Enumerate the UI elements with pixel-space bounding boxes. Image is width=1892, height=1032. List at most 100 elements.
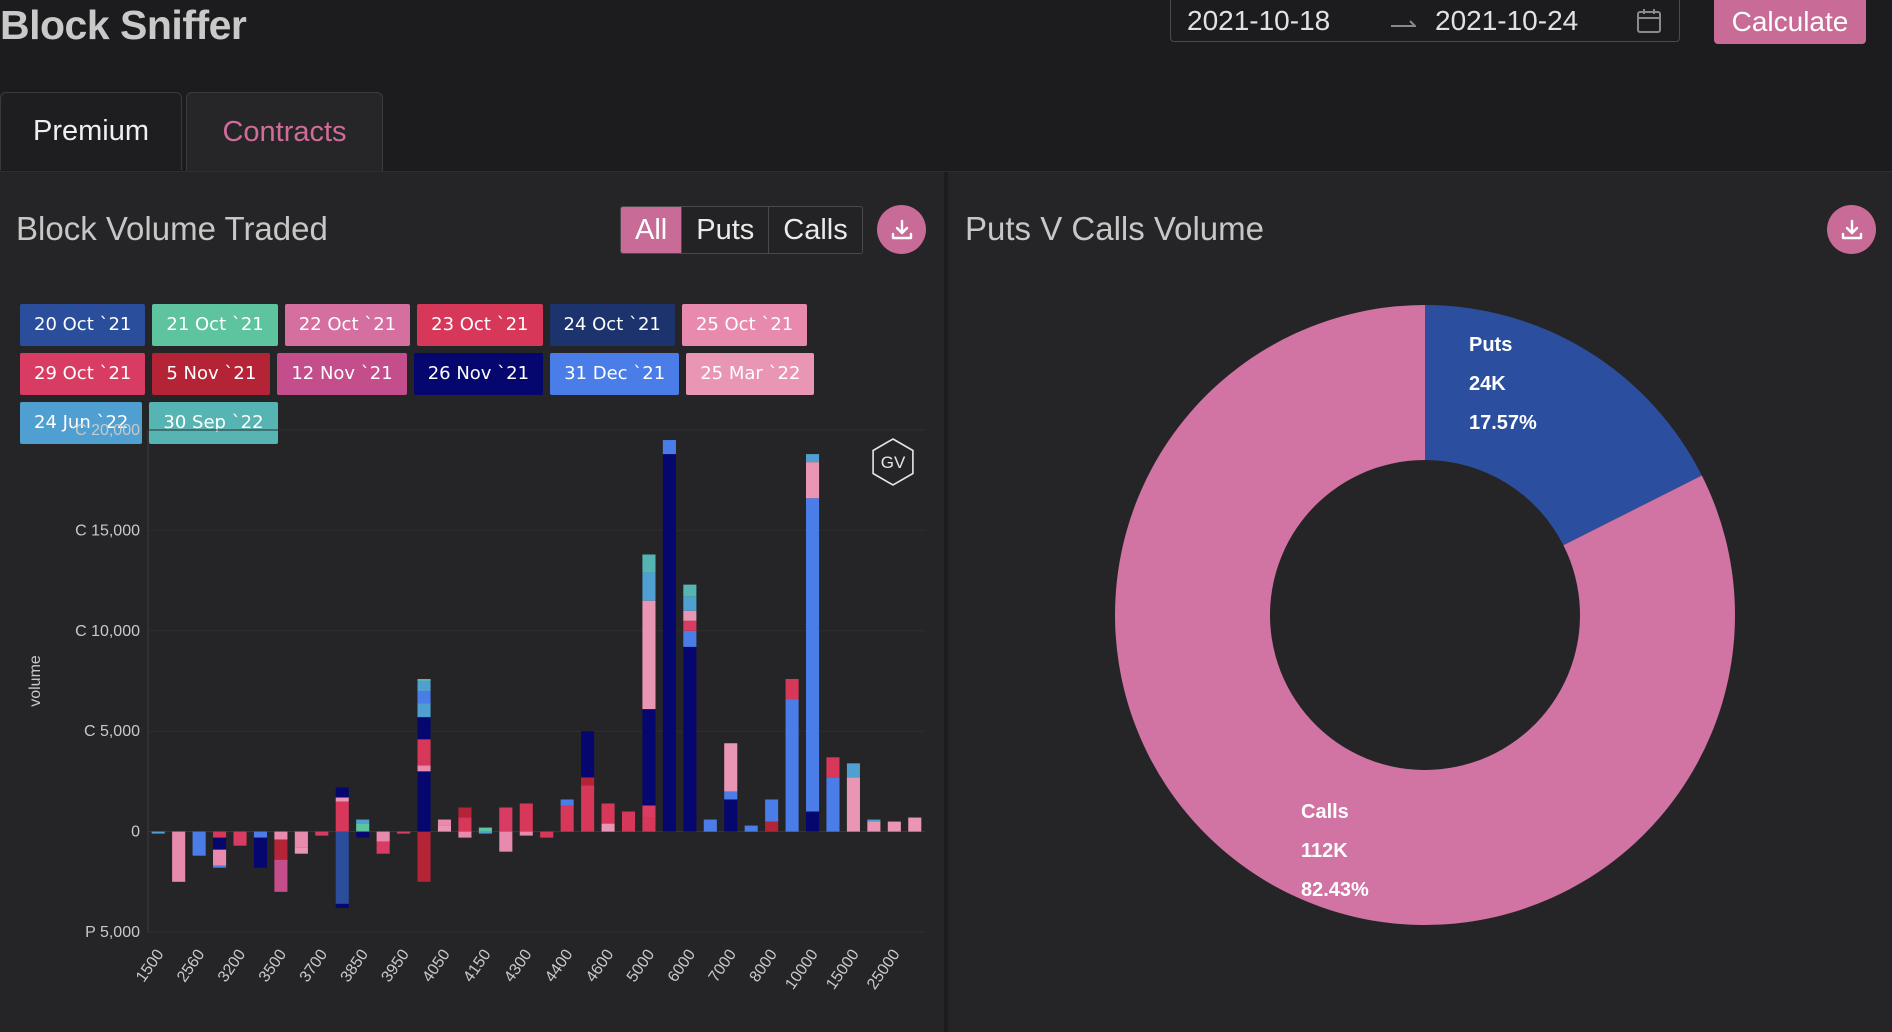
tab-premium[interactable]: Premium bbox=[0, 92, 182, 170]
bar-segment[interactable] bbox=[417, 717, 431, 740]
bar-segment[interactable] bbox=[417, 739, 431, 766]
bar-segment[interactable] bbox=[172, 831, 186, 882]
filter-puts-button[interactable]: Puts bbox=[681, 207, 769, 253]
bar-segment[interactable] bbox=[274, 839, 288, 860]
end-date-input[interactable] bbox=[1419, 4, 1635, 37]
donut-slice-calls[interactable] bbox=[1115, 305, 1735, 925]
bar-segment[interactable] bbox=[151, 831, 165, 834]
bar-segment[interactable] bbox=[417, 691, 431, 704]
legend-item[interactable]: 20 Oct `21 bbox=[20, 304, 146, 346]
bar-segment[interactable] bbox=[417, 681, 431, 692]
bar-segment[interactable] bbox=[683, 596, 697, 611]
legend-item[interactable]: 25 Mar `22 bbox=[686, 353, 815, 395]
bar-segment[interactable] bbox=[274, 859, 288, 892]
date-range-picker[interactable] bbox=[1170, 0, 1680, 42]
bar-segment[interactable] bbox=[213, 831, 227, 838]
bar-segment[interactable] bbox=[499, 831, 513, 852]
bar-segment[interactable] bbox=[805, 462, 820, 499]
bar-segment[interactable] bbox=[417, 831, 431, 882]
bar-segment[interactable] bbox=[376, 841, 390, 854]
tab-contracts[interactable]: Contracts bbox=[186, 92, 383, 172]
bar-segment[interactable] bbox=[601, 823, 615, 832]
bar-segment[interactable] bbox=[846, 777, 860, 832]
bar-segment[interactable] bbox=[356, 823, 370, 832]
bar-segment[interactable] bbox=[417, 703, 431, 718]
bar-segment[interactable] bbox=[213, 837, 227, 850]
bar-segment[interactable] bbox=[356, 831, 370, 838]
bar-segment[interactable] bbox=[356, 819, 370, 824]
bar-segment[interactable] bbox=[192, 831, 206, 856]
bar-segment[interactable] bbox=[867, 819, 881, 822]
bar-segment[interactable] bbox=[826, 757, 840, 778]
legend-item[interactable]: 23 Oct `21 bbox=[417, 304, 543, 346]
bar-segment[interactable] bbox=[253, 837, 268, 868]
start-date-input[interactable] bbox=[1171, 4, 1387, 37]
donut-slice-puts[interactable] bbox=[1425, 305, 1702, 546]
bar-segment[interactable] bbox=[765, 821, 779, 832]
bar-segment[interactable] bbox=[581, 785, 595, 832]
filter-calls-button[interactable]: Calls bbox=[768, 207, 862, 253]
bar-segment[interactable] bbox=[519, 831, 533, 836]
bar-segment[interactable] bbox=[683, 584, 697, 597]
bar-segment[interactable] bbox=[662, 454, 676, 832]
bar-segment[interactable] bbox=[785, 699, 799, 832]
bar-segment[interactable] bbox=[724, 799, 738, 832]
bar-segment[interactable] bbox=[213, 849, 227, 866]
legend-item[interactable]: 25 Oct `21 bbox=[681, 304, 808, 346]
bar-segment[interactable] bbox=[846, 763, 860, 778]
bar-segment[interactable] bbox=[642, 572, 656, 601]
bar-segment[interactable] bbox=[765, 799, 779, 822]
bar-segment[interactable] bbox=[253, 831, 268, 838]
bar-segment[interactable] bbox=[478, 831, 492, 834]
bar-segment[interactable] bbox=[294, 831, 308, 848]
bar-segment[interactable] bbox=[642, 709, 656, 806]
bar-segment[interactable] bbox=[335, 787, 349, 798]
bar-segment[interactable] bbox=[417, 771, 431, 832]
bar-segment[interactable] bbox=[397, 831, 411, 834]
bar-segment[interactable] bbox=[376, 831, 390, 842]
bar-segment[interactable] bbox=[642, 554, 656, 573]
bar-segment[interactable] bbox=[233, 831, 247, 846]
legend-item[interactable]: 22 Oct `21 bbox=[284, 304, 411, 346]
bar-segment[interactable] bbox=[826, 777, 840, 832]
legend-item[interactable]: 12 Nov `21 bbox=[277, 353, 407, 395]
bar-segment[interactable] bbox=[621, 811, 636, 832]
puts-calls-download-button[interactable] bbox=[1827, 205, 1876, 254]
bar-segment[interactable] bbox=[519, 803, 533, 832]
bar-segment[interactable] bbox=[417, 678, 431, 681]
bar-segment[interactable] bbox=[908, 817, 922, 832]
bar-segment[interactable] bbox=[724, 791, 738, 800]
bar-segment[interactable] bbox=[867, 821, 881, 832]
bar-segment[interactable] bbox=[683, 610, 697, 621]
bar-segment[interactable] bbox=[315, 831, 329, 836]
legend-item[interactable]: 30 Sep `22 bbox=[149, 402, 278, 444]
legend-item[interactable]: 26 Nov `21 bbox=[413, 353, 544, 395]
bar-segment[interactable] bbox=[581, 731, 595, 778]
bar-segment[interactable] bbox=[274, 831, 288, 840]
bar-segment[interactable] bbox=[805, 454, 820, 463]
bar-segment[interactable] bbox=[805, 811, 820, 832]
filter-all-button[interactable]: All bbox=[621, 207, 682, 253]
bar-segment[interactable] bbox=[437, 819, 452, 826]
bar-segment[interactable] bbox=[458, 831, 472, 838]
bar-segment[interactable] bbox=[662, 440, 676, 455]
bar-segment[interactable] bbox=[213, 865, 227, 868]
bar-segment[interactable] bbox=[683, 620, 697, 631]
bar-segment[interactable] bbox=[335, 801, 349, 832]
bar-segment[interactable] bbox=[417, 765, 431, 772]
bar-segment[interactable] bbox=[540, 831, 554, 838]
legend-item[interactable]: 21 Oct `21 bbox=[152, 304, 278, 346]
bar-segment[interactable] bbox=[294, 847, 308, 854]
bar-segment[interactable] bbox=[499, 807, 513, 832]
bar-segment[interactable] bbox=[458, 817, 472, 832]
bar-segment[interactable] bbox=[805, 498, 820, 812]
bar-segment[interactable] bbox=[560, 799, 574, 806]
calculate-button[interactable]: Calculate bbox=[1714, 0, 1866, 44]
bar-segment[interactable] bbox=[560, 805, 574, 832]
bar-segment[interactable] bbox=[683, 630, 697, 647]
legend-item[interactable]: 31 Dec `21 bbox=[550, 353, 680, 395]
bar-segment[interactable] bbox=[703, 819, 717, 832]
bar-segment[interactable] bbox=[744, 825, 758, 832]
block-volume-download-button[interactable] bbox=[877, 205, 926, 254]
bar-segment[interactable] bbox=[642, 817, 656, 832]
